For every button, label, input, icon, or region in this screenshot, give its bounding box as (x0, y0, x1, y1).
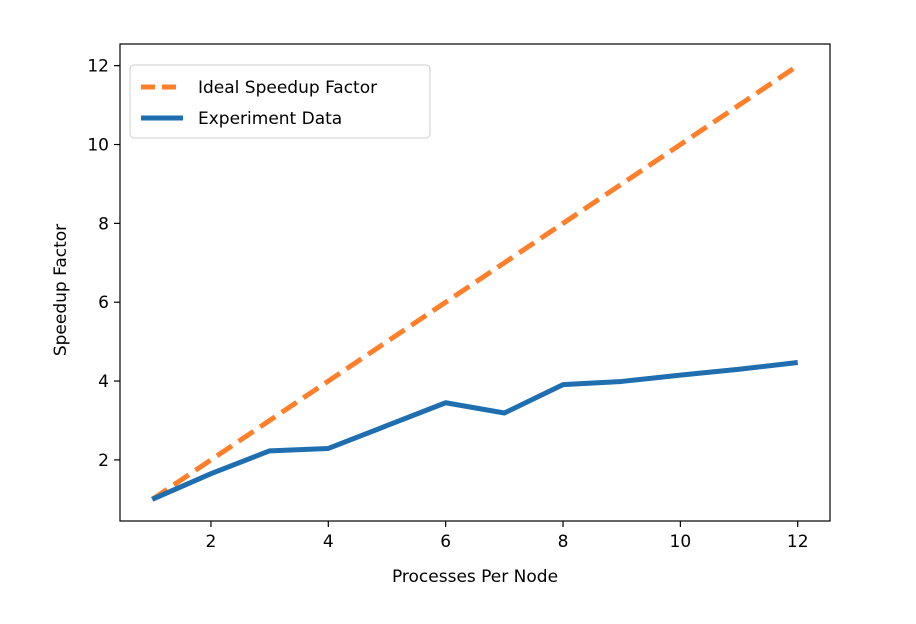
plot-area (150, 63, 800, 502)
y-tick-label: 10 (87, 136, 109, 156)
series-line-experiment-data (151, 360, 799, 502)
y-axis-ticks: 2 4 6 8 10 12 (87, 57, 120, 471)
y-axis-label: Speedup Factor (51, 224, 71, 356)
legend: Ideal Speedup Factor Experiment Data (129, 64, 431, 139)
y-tick-label: 8 (98, 214, 109, 234)
y-tick-label: 6 (98, 293, 109, 313)
x-tick-label: 12 (787, 532, 809, 552)
legend-label-ideal: Ideal Speedup Factor (198, 78, 377, 98)
plot-frame (119, 43, 831, 522)
x-axis-label: Processes Per Node (392, 567, 558, 587)
x-tick-label: 6 (440, 532, 451, 552)
x-tick-label: 4 (323, 532, 334, 552)
x-tick-label: 8 (558, 532, 569, 552)
y-tick-label: 4 (98, 372, 109, 392)
legend-label-experiment: Experiment Data (198, 109, 342, 129)
x-tick-label: 10 (670, 532, 692, 552)
x-tick-label: 2 (206, 532, 217, 552)
x-axis-ticks: 2 4 6 8 10 12 (206, 521, 809, 552)
y-tick-label: 2 (98, 451, 109, 471)
y-tick-label: 12 (87, 57, 109, 77)
legend-frame (129, 64, 431, 139)
